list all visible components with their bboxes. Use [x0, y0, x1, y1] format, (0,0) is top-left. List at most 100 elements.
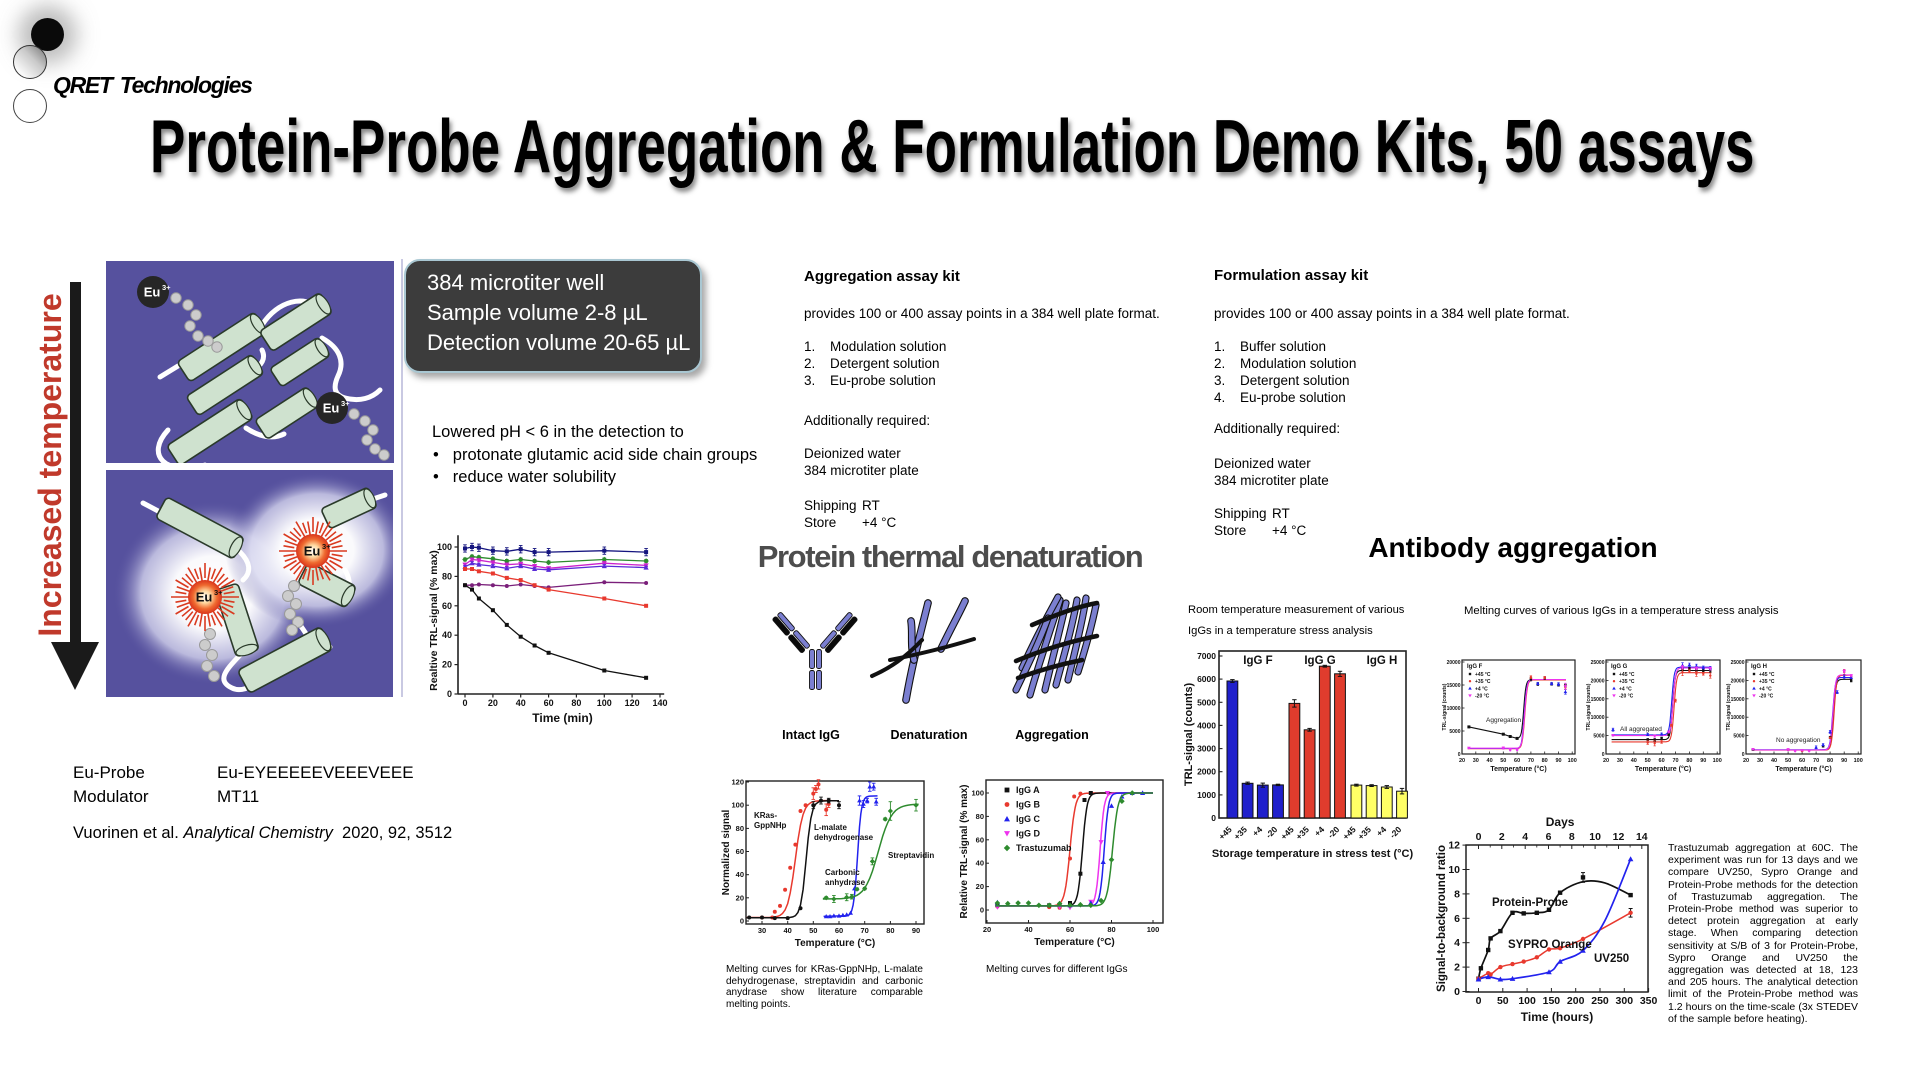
- svg-text:IgG F: IgG F: [1467, 664, 1483, 670]
- svg-text:20: 20: [442, 660, 452, 670]
- svg-text:+45 °C: +45 °C: [1759, 672, 1775, 678]
- svg-text:Signal-to-background ratio: Signal-to-background ratio: [1436, 845, 1448, 992]
- svg-text:L-malate: L-malate: [814, 823, 847, 832]
- svg-text:40: 40: [516, 698, 526, 708]
- svg-text:+45: +45: [1341, 824, 1358, 841]
- svg-text:+4 °C: +4 °C: [1759, 686, 1772, 692]
- svg-text:0: 0: [1458, 752, 1461, 758]
- svg-text:-20: -20: [1264, 824, 1280, 840]
- svg-text:15000: 15000: [1731, 697, 1745, 703]
- svg-text:-20 °C: -20 °C: [1759, 694, 1774, 700]
- svg-text:dehydrogenase: dehydrogenase: [814, 833, 874, 842]
- svg-text:0: 0: [1476, 831, 1482, 843]
- svg-text:6000: 6000: [1197, 674, 1216, 684]
- svg-text:1000: 1000: [1197, 790, 1216, 800]
- svg-text:5000: 5000: [1197, 697, 1216, 707]
- svg-text:50: 50: [1645, 758, 1651, 764]
- svg-text:+35: +35: [1232, 824, 1249, 841]
- svg-text:+35 °C: +35 °C: [1475, 679, 1491, 685]
- svg-text:+35: +35: [1356, 824, 1373, 841]
- svg-text:60: 60: [976, 835, 984, 844]
- svg-text:40: 40: [1024, 925, 1032, 934]
- svg-text:4: 4: [1522, 831, 1528, 843]
- svg-text:Relative TRL-signal (% max): Relative TRL-signal (% max): [959, 785, 970, 919]
- svg-text:-20: -20: [1388, 824, 1404, 840]
- svg-text:20000: 20000: [1731, 678, 1745, 684]
- svg-text:20: 20: [488, 698, 498, 708]
- svg-text:80: 80: [571, 698, 581, 708]
- svg-text:30: 30: [1473, 758, 1479, 764]
- svg-text:60: 60: [442, 601, 452, 611]
- svg-text:100: 100: [1713, 758, 1722, 764]
- svg-text:8: 8: [1569, 831, 1575, 843]
- svg-text:100: 100: [597, 698, 612, 708]
- svg-text:Eu: Eu: [323, 401, 340, 416]
- svg-text:7000: 7000: [1197, 651, 1216, 661]
- svg-text:Temperature (°C): Temperature (°C): [1635, 765, 1691, 773]
- svg-text:0: 0: [1602, 752, 1605, 758]
- svg-text:3+: 3+: [322, 542, 331, 551]
- svg-text:6: 6: [1546, 831, 1552, 843]
- svg-text:10: 10: [1448, 864, 1460, 876]
- svg-text:Protein-Probe: Protein-Probe: [1492, 897, 1568, 909]
- svg-text:+35 °C: +35 °C: [1759, 679, 1775, 685]
- svg-text:+4: +4: [1250, 824, 1264, 838]
- svg-text:Storage temperature in stress: Storage temperature in stress test (°C): [1212, 848, 1414, 860]
- svg-text:All aggregated: All aggregated: [1620, 726, 1662, 733]
- svg-text:60: 60: [1799, 758, 1805, 764]
- svg-text:0: 0: [980, 906, 984, 915]
- svg-text:80: 80: [736, 824, 744, 833]
- svg-text:80: 80: [1107, 925, 1115, 934]
- svg-text:TRL-signal (counts): TRL-signal (counts): [1442, 683, 1448, 730]
- svg-text:GppNHp: GppNHp: [754, 821, 787, 830]
- svg-text:40: 40: [442, 630, 452, 640]
- svg-text:+35: +35: [1294, 824, 1311, 841]
- svg-text:30: 30: [1617, 758, 1623, 764]
- svg-text:20: 20: [1603, 758, 1609, 764]
- svg-text:+45: +45: [1279, 824, 1296, 841]
- svg-text:70: 70: [1528, 758, 1534, 764]
- svg-text:25000: 25000: [1591, 660, 1605, 666]
- svg-text:0: 0: [462, 698, 467, 708]
- svg-text:-20: -20: [1326, 824, 1342, 840]
- svg-text:0: 0: [1454, 986, 1460, 998]
- svg-text:80: 80: [976, 812, 984, 821]
- svg-text:-20 °C: -20 °C: [1475, 694, 1490, 700]
- svg-text:90: 90: [1700, 758, 1706, 764]
- svg-text:0: 0: [740, 917, 744, 926]
- svg-text:Eu: Eu: [196, 590, 213, 605]
- svg-text:20: 20: [976, 882, 984, 891]
- svg-text:80: 80: [1542, 758, 1548, 764]
- svg-text:+4: +4: [1312, 824, 1326, 838]
- svg-text:70: 70: [1672, 758, 1678, 764]
- svg-text:50: 50: [1500, 758, 1506, 764]
- svg-text:100: 100: [731, 801, 744, 810]
- svg-text:250: 250: [1591, 995, 1609, 1007]
- svg-text:120: 120: [625, 698, 640, 708]
- svg-text:+45 °C: +45 °C: [1619, 672, 1635, 678]
- svg-text:150: 150: [1543, 995, 1561, 1007]
- svg-text:UV250: UV250: [1594, 953, 1629, 965]
- svg-text:30: 30: [758, 926, 766, 935]
- svg-text:Eu: Eu: [304, 544, 321, 559]
- svg-text:Realtive TRL-signal (% max): Realtive TRL-signal (% max): [428, 550, 440, 691]
- svg-text:Aggregation: Aggregation: [1486, 717, 1521, 724]
- svg-text:+45 °C: +45 °C: [1475, 672, 1491, 678]
- svg-text:80: 80: [1686, 758, 1692, 764]
- svg-text:+4 °C: +4 °C: [1619, 686, 1632, 692]
- svg-text:0: 0: [1476, 995, 1482, 1007]
- svg-text:Streptavidin: Streptavidin: [888, 851, 934, 860]
- svg-text:120: 120: [731, 778, 744, 787]
- svg-text:100: 100: [1518, 995, 1536, 1007]
- svg-text:Time (hours): Time (hours): [1521, 1010, 1593, 1024]
- svg-text:40: 40: [1771, 758, 1777, 764]
- svg-text:IgG G: IgG G: [1304, 655, 1335, 667]
- svg-text:20: 20: [736, 893, 744, 902]
- svg-text:0: 0: [447, 689, 452, 699]
- svg-text:60: 60: [1659, 758, 1665, 764]
- svg-text:25000: 25000: [1731, 660, 1745, 666]
- svg-text:-20 °C: -20 °C: [1619, 694, 1634, 700]
- svg-text:50: 50: [1785, 758, 1791, 764]
- svg-text:IgG H: IgG H: [1367, 655, 1398, 667]
- svg-text:15000: 15000: [1447, 683, 1461, 689]
